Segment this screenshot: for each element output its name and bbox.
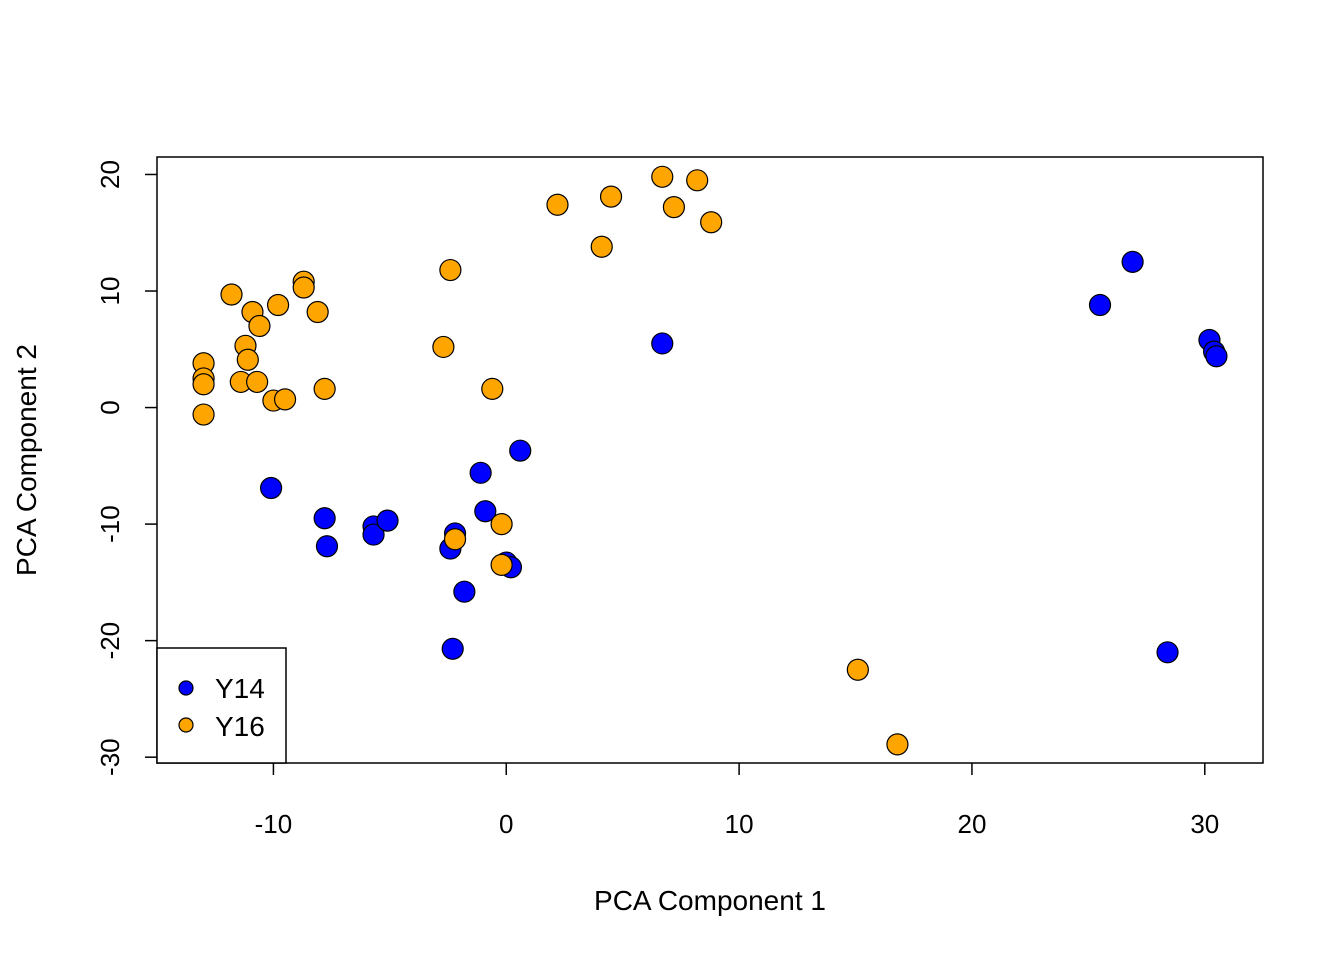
y-tick-label: 0 (95, 400, 125, 414)
data-point-y16 (490, 512, 513, 536)
x-tick-label: 0 (499, 809, 513, 839)
data-point-y14 (362, 523, 385, 546)
data-point-y14 (474, 500, 497, 523)
x-tick-label: 20 (957, 809, 986, 839)
data-point-y16 (700, 211, 723, 234)
data-point-y14 (313, 507, 336, 530)
legend-marker-y16 (178, 717, 194, 733)
data-point-y14 (651, 332, 674, 355)
data-point-y16 (846, 658, 869, 681)
data-point-y16 (546, 193, 569, 216)
data-point-y16 (192, 373, 215, 396)
y-tick-label: 20 (95, 160, 125, 189)
data-point-y14 (1156, 641, 1179, 664)
data-point-y16 (266, 293, 290, 317)
data-point-y16 (662, 196, 686, 219)
y-axis-title: PCA Component 2 (11, 344, 42, 576)
data-point-y16 (313, 377, 336, 401)
data-point-y16 (192, 403, 215, 426)
data-point-y14 (441, 637, 464, 660)
data-point-y16 (651, 165, 674, 188)
data-point-y16 (439, 258, 462, 282)
x-tick-label: -10 (255, 809, 293, 839)
x-axis: -10 0 10 20 30 (255, 763, 1219, 839)
data-point-y14 (469, 461, 492, 484)
data-point-y16 (220, 283, 243, 306)
data-point-y14 (315, 535, 339, 558)
x-tick-label: 30 (1190, 809, 1219, 839)
legend-label-y16: Y16 (215, 711, 265, 742)
data-point-y16 (599, 185, 623, 208)
data-points (192, 165, 1228, 756)
data-point-y14 (1088, 293, 1112, 317)
y-axis: -30 -20 -10 0 10 20 (95, 160, 157, 776)
data-point-y16 (481, 377, 504, 401)
legend-box (156, 647, 287, 764)
data-point-y14 (1205, 345, 1228, 368)
data-point-y16 (236, 348, 259, 371)
data-point-y16 (686, 169, 709, 192)
plot-frame (156, 156, 1264, 764)
legend-label-y14: Y14 (215, 673, 265, 704)
data-point-y16 (292, 276, 315, 299)
data-point-y16 (432, 335, 455, 359)
data-point-y16 (246, 370, 269, 394)
legend-marker-y14 (178, 680, 194, 696)
legend: Y14 Y16 (156, 647, 287, 764)
y-tick-label: -10 (95, 505, 125, 543)
data-point-y16 (248, 314, 271, 338)
data-point-y14 (259, 476, 283, 500)
data-point-y16 (590, 235, 613, 258)
data-point-y14 (453, 580, 476, 603)
y-tick-label: -20 (95, 622, 125, 660)
data-point-y16 (306, 300, 329, 324)
data-point-y16 (273, 388, 297, 411)
y-tick-label: 10 (95, 277, 125, 306)
data-point-y14 (376, 509, 399, 532)
data-point-y14 (1121, 250, 1144, 273)
x-axis-title: PCA Component 1 (594, 885, 826, 916)
y-tick-label: -30 (95, 738, 125, 776)
x-tick-label: 10 (725, 809, 754, 839)
data-point-y14 (509, 439, 532, 462)
data-point-y16 (443, 528, 467, 551)
data-point-y16 (886, 733, 909, 756)
data-point-y16 (490, 553, 513, 576)
